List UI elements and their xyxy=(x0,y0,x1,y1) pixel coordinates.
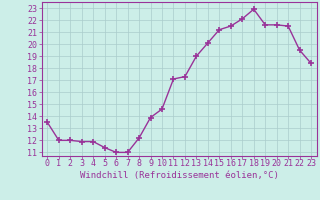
X-axis label: Windchill (Refroidissement éolien,°C): Windchill (Refroidissement éolien,°C) xyxy=(80,171,279,180)
